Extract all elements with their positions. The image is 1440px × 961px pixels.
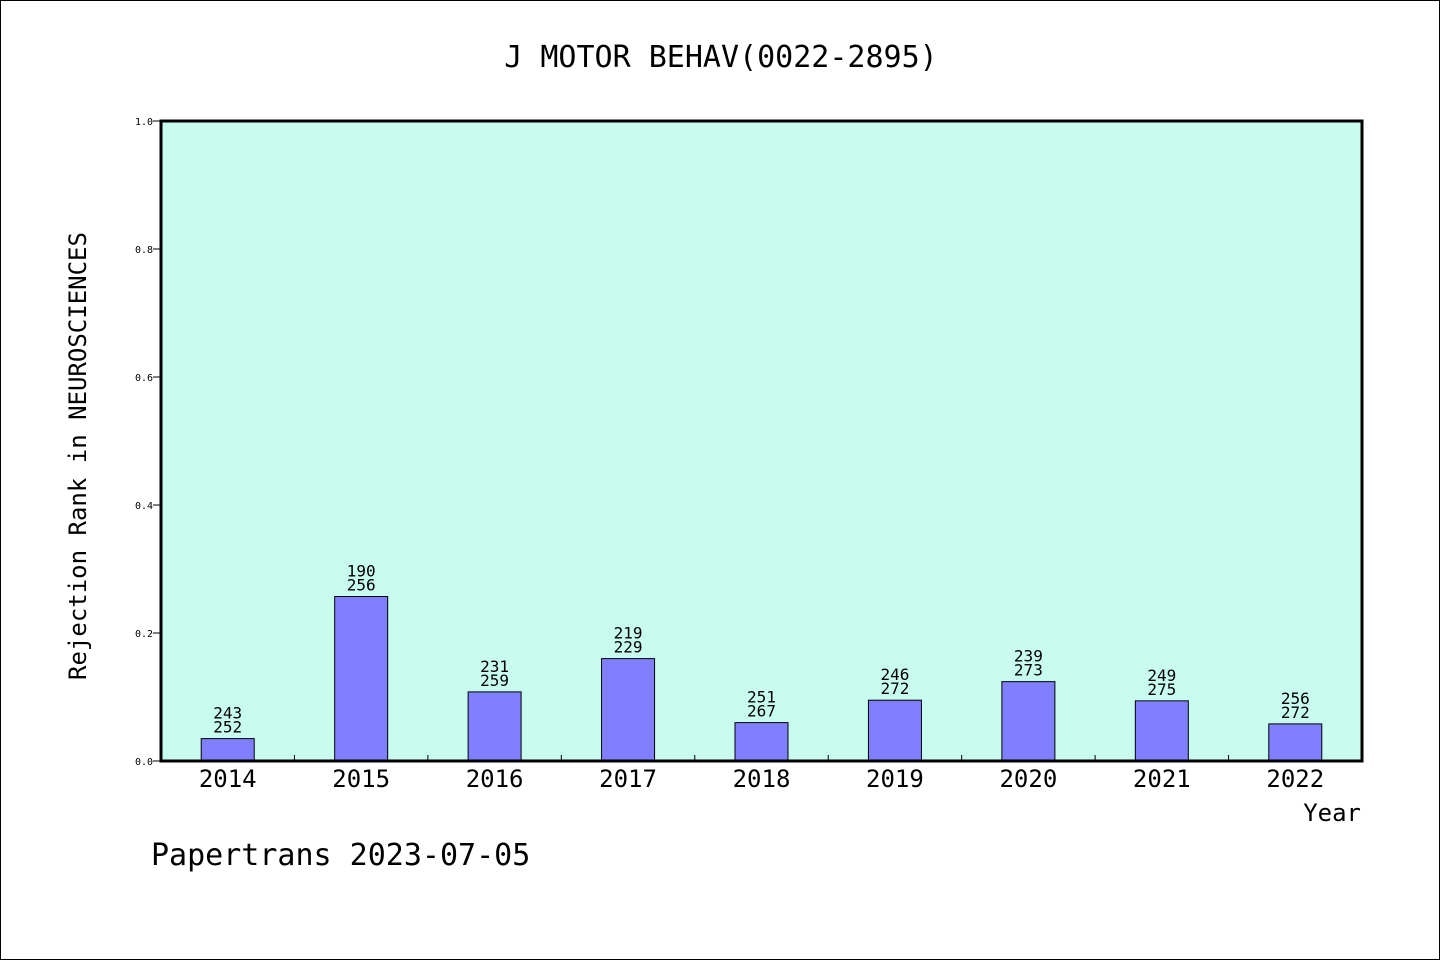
x-tick-label: 2020	[999, 765, 1057, 793]
bar-label-bottom: 273	[1014, 661, 1043, 680]
bar-label-bottom: 272	[880, 679, 909, 698]
bar-2020	[1001, 681, 1056, 762]
bar-2021	[1134, 700, 1189, 762]
bar-label-top: 190	[347, 562, 376, 581]
x-axis: 2014 2015 2016 2017 2018 2019 2020 2021 2022	[199, 755, 1324, 793]
x-tick-label: 2016	[466, 765, 524, 793]
y-tick-label: 0.4	[135, 501, 153, 512]
y-axis-label: Rejection Rank in NEUROSCIENCES	[64, 232, 92, 680]
bar-2015	[334, 596, 389, 762]
bar-label-bottom: 275	[1147, 680, 1176, 699]
bar-2017	[601, 658, 656, 762]
bar-2018	[734, 722, 789, 762]
y-tick-label: 0.2	[135, 629, 153, 640]
bar-label-top: 249	[1147, 666, 1176, 685]
x-tick-label: 2018	[733, 765, 791, 793]
bar-label-bottom: 272	[1281, 703, 1310, 722]
x-tick-label: 2017	[599, 765, 657, 793]
bar-label-top: 243	[213, 704, 242, 723]
y-tick-label: 0.6	[135, 373, 153, 384]
x-tick-label: 2014	[199, 765, 257, 793]
y-axis: 0.0 0.2 0.4 0.6 0.8 1.0	[135, 117, 161, 768]
y-tick-label: 0.0	[135, 757, 153, 768]
bar-label-bottom: 252	[213, 718, 242, 737]
bar-2022	[1268, 723, 1323, 762]
bar-label-top: 251	[747, 688, 776, 707]
plot-border	[159, 119, 1364, 763]
y-tick-label: 1.0	[135, 117, 153, 128]
bar-label-bottom: 259	[480, 671, 509, 690]
bar-label-top: 231	[480, 657, 509, 676]
x-axis-label: Year	[1303, 799, 1361, 827]
x-tick-label: 2021	[1133, 765, 1191, 793]
bar-label-top: 239	[1014, 647, 1043, 666]
chart-title: J MOTOR BEHAV(0022-2895)	[504, 40, 937, 75]
x-tick-label: 2015	[332, 765, 390, 793]
x-tick-label: 2022	[1266, 765, 1324, 793]
bar-label-top: 246	[880, 665, 909, 684]
bar-label-bottom: 256	[347, 576, 376, 595]
bar-label-bottom: 267	[747, 702, 776, 721]
bar-2016	[467, 691, 522, 762]
bar-label-bottom: 229	[614, 638, 643, 657]
bars-group: 2432521902562312592192292512672462722392…	[200, 562, 1323, 762]
footer-text: Papertrans 2023-07-05	[151, 838, 530, 873]
bar-label-top: 219	[614, 624, 643, 643]
bar-label-top: 256	[1281, 689, 1310, 708]
bar-2019	[867, 699, 922, 762]
bar-2014	[200, 738, 255, 762]
y-tick-label: 0.8	[135, 245, 153, 256]
x-tick-label: 2019	[866, 765, 924, 793]
